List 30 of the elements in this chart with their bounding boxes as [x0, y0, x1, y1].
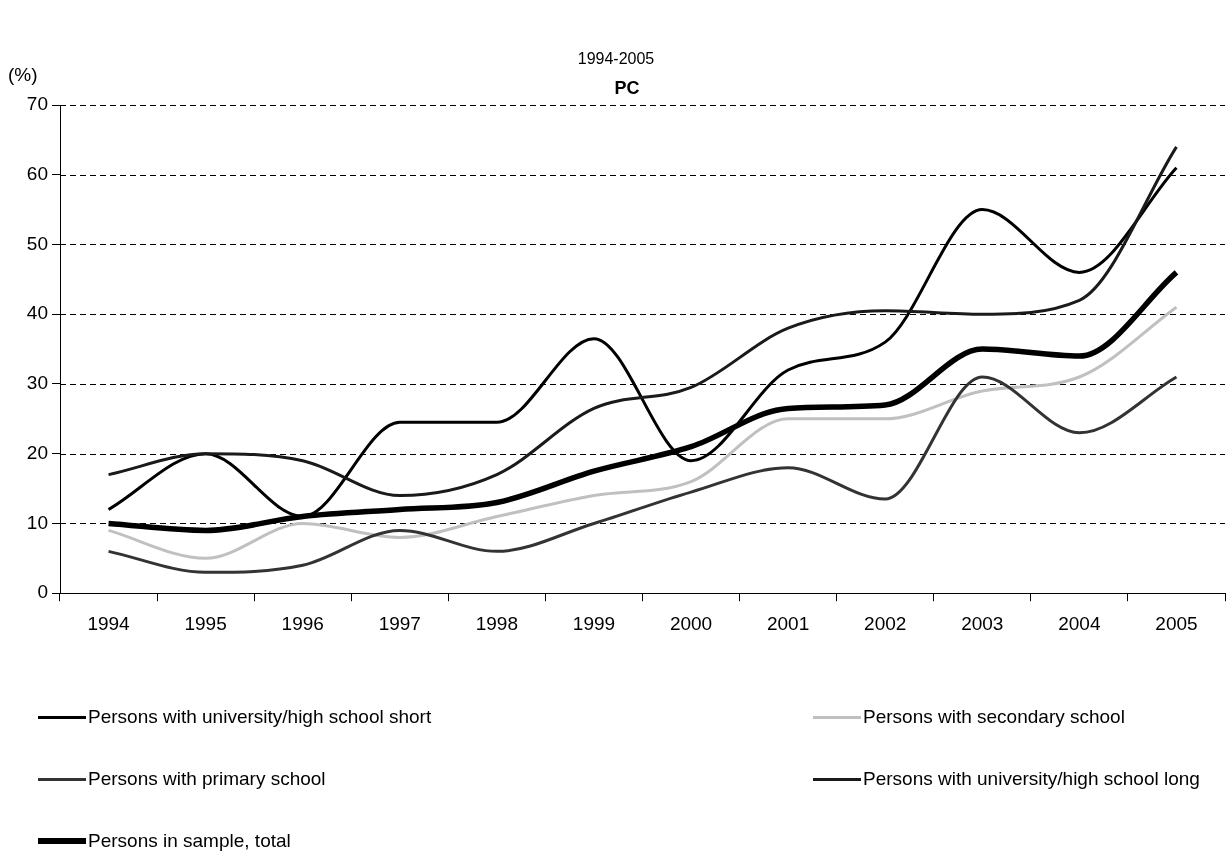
x-tick-label: 2000 — [669, 612, 713, 634]
x-tick-label: 1995 — [184, 612, 227, 634]
y-tick-label: 0 — [37, 581, 48, 603]
x-tick-label: 1994 — [87, 612, 131, 634]
x-tick-label: 2002 — [864, 612, 907, 634]
chart-title: PC — [614, 78, 640, 98]
legend-label: Persons with university/high school short — [88, 706, 432, 728]
legend-label: Persons with primary school — [88, 768, 326, 790]
y-tick-label: 70 — [26, 93, 48, 115]
x-tick-label: 2005 — [1155, 612, 1198, 634]
x-tick-label: 2004 — [1058, 612, 1101, 634]
legend-label: Persons with university/high school long — [863, 768, 1200, 790]
chart-subtitle: 1994-2005 — [577, 50, 655, 67]
x-tick-label: 2001 — [766, 612, 810, 634]
x-tick-label: 1998 — [475, 612, 519, 634]
legend-label: Persons in sample, total — [88, 830, 291, 852]
y-axis-title: (%) — [8, 64, 38, 86]
x-tick-label: 1999 — [572, 612, 616, 634]
legend-label: Persons with secondary school — [863, 706, 1125, 728]
line-series — [107, 305, 1178, 560]
y-tick-label: 60 — [26, 162, 48, 184]
x-tick-label: 1997 — [378, 612, 421, 634]
y-tick-label: 30 — [26, 372, 48, 394]
x-tick-label: 1996 — [281, 612, 324, 634]
y-tick-label: 50 — [26, 232, 48, 254]
x-tick-label: 2003 — [961, 612, 1004, 634]
y-tick-label: 10 — [26, 511, 48, 533]
y-tick-label: 40 — [26, 302, 48, 324]
line-series — [107, 375, 1178, 574]
y-tick-label: 20 — [26, 441, 48, 463]
